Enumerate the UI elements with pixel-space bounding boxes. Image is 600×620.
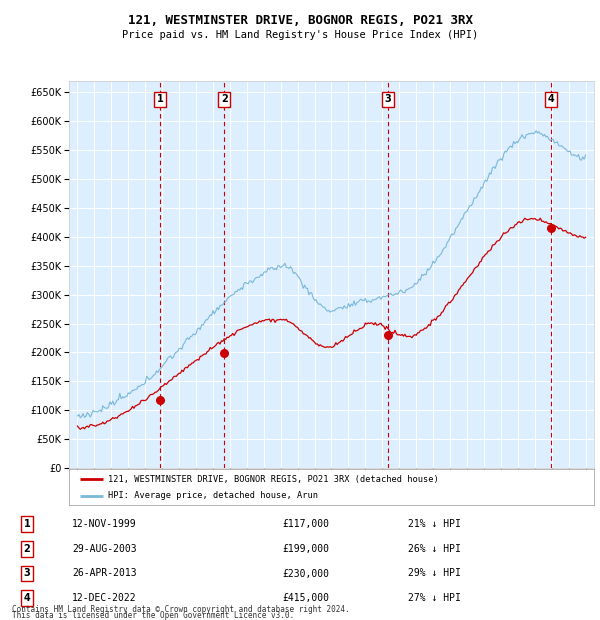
Text: 26% ↓ HPI: 26% ↓ HPI <box>408 544 461 554</box>
Text: £415,000: £415,000 <box>282 593 329 603</box>
Point <box>546 223 556 233</box>
Text: This data is licensed under the Open Government Licence v3.0.: This data is licensed under the Open Gov… <box>12 611 294 620</box>
Text: 21% ↓ HPI: 21% ↓ HPI <box>408 519 461 529</box>
Text: £117,000: £117,000 <box>282 519 329 529</box>
Text: 1: 1 <box>23 519 31 529</box>
Text: 121, WESTMINSTER DRIVE, BOGNOR REGIS, PO21 3RX (detached house): 121, WESTMINSTER DRIVE, BOGNOR REGIS, PO… <box>109 474 439 484</box>
Text: HPI: Average price, detached house, Arun: HPI: Average price, detached house, Arun <box>109 491 319 500</box>
Text: 27% ↓ HPI: 27% ↓ HPI <box>408 593 461 603</box>
Text: 26-APR-2013: 26-APR-2013 <box>72 569 137 578</box>
Text: 3: 3 <box>23 569 31 578</box>
Text: 29-AUG-2003: 29-AUG-2003 <box>72 544 137 554</box>
Text: 2: 2 <box>23 544 31 554</box>
Text: £230,000: £230,000 <box>282 569 329 578</box>
Text: 1: 1 <box>157 94 163 104</box>
Text: Price paid vs. HM Land Registry's House Price Index (HPI): Price paid vs. HM Land Registry's House … <box>122 30 478 40</box>
Text: 4: 4 <box>23 593 31 603</box>
Text: 2: 2 <box>221 94 227 104</box>
Text: Contains HM Land Registry data © Crown copyright and database right 2024.: Contains HM Land Registry data © Crown c… <box>12 604 350 614</box>
Text: 4: 4 <box>547 94 554 104</box>
Point <box>220 348 229 358</box>
Text: 3: 3 <box>385 94 391 104</box>
Text: 12-NOV-1999: 12-NOV-1999 <box>72 519 137 529</box>
Text: £199,000: £199,000 <box>282 544 329 554</box>
Text: 121, WESTMINSTER DRIVE, BOGNOR REGIS, PO21 3RX: 121, WESTMINSTER DRIVE, BOGNOR REGIS, PO… <box>128 14 473 27</box>
Text: 29% ↓ HPI: 29% ↓ HPI <box>408 569 461 578</box>
Text: 12-DEC-2022: 12-DEC-2022 <box>72 593 137 603</box>
Point <box>383 330 392 340</box>
Point <box>155 396 165 405</box>
